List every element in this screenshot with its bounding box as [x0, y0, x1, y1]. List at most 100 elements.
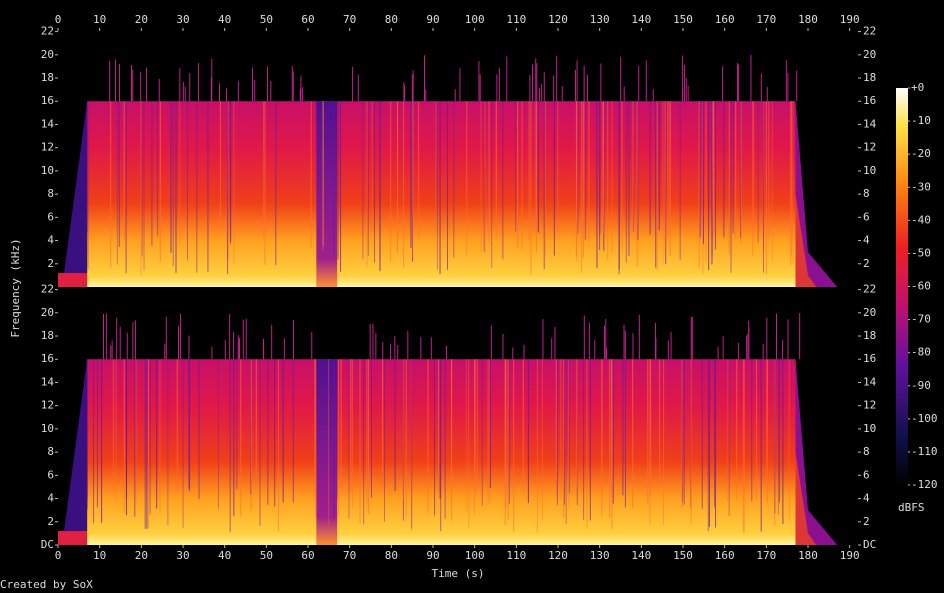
y-tick-label: 22 — [41, 25, 54, 38]
y-tick-label-right: 14 — [863, 375, 877, 388]
x-tick-label: 150 — [673, 549, 693, 562]
x-tick-label-top: 160 — [715, 13, 735, 26]
x-tick-label-top: 180 — [798, 13, 818, 26]
spectrum-body — [87, 359, 796, 545]
x-tick-label-top: 120 — [548, 13, 568, 26]
y-tick-label: 10 — [41, 422, 54, 435]
spectrum-tail — [795, 359, 838, 545]
x-tick-label: 180 — [798, 549, 818, 562]
y-tick-label-right: 16 — [863, 94, 876, 107]
x-tick-label: 20 — [135, 549, 148, 562]
x-tick-label-top: 100 — [465, 13, 485, 26]
colorbar-tick-label: -120 — [911, 478, 938, 491]
x-tick-label-top: 70 — [343, 13, 356, 26]
y-tick-label-right: 12 — [863, 399, 876, 412]
x-tick-label-top: 190 — [840, 13, 860, 26]
y-tick-label-right: 18 — [863, 71, 876, 84]
colorbar-label: dBFS — [898, 501, 925, 514]
colorbar-tick-label: -60 — [911, 280, 931, 293]
x-tick-label-top: 90 — [426, 13, 439, 26]
y-tick-label: 18 — [41, 71, 54, 84]
y-tick-label: 18 — [41, 329, 54, 342]
colorbar-tick-label: -40 — [911, 213, 931, 226]
y-tick-label-right: 22 — [863, 283, 876, 296]
x-tick-label: 30 — [176, 549, 189, 562]
x-tick-label-top: 130 — [590, 13, 610, 26]
y-tick-label-right: 16 — [863, 352, 876, 365]
x-tick-label: 40 — [218, 549, 231, 562]
x-tick-label: 80 — [385, 549, 398, 562]
colorbar-tick-label: -10 — [911, 114, 931, 127]
x-tick-label: 120 — [548, 549, 568, 562]
colorbar-tick-label: -90 — [911, 379, 931, 392]
y-tick-label-right: 18 — [863, 329, 876, 342]
y-tick-label: 2 — [47, 257, 54, 270]
x-tick-label: 90 — [426, 549, 439, 562]
x-tick-label-top: 50 — [260, 13, 273, 26]
y-tick-label-right: 2 — [863, 257, 870, 270]
x-tick-label: 140 — [631, 549, 651, 562]
y-tick-label: 4 — [47, 492, 54, 505]
y-tick-label-right: 6 — [863, 468, 870, 481]
y-tick-label-right: 10 — [863, 164, 876, 177]
y-tick-label-right: 2 — [863, 515, 870, 528]
colorbar-tick-label: -100 — [911, 412, 938, 425]
colorbar — [896, 88, 908, 485]
x-axis-label: Time (s) — [432, 567, 485, 580]
y-tick-label: 4 — [47, 234, 54, 247]
x-tick-label-top: 80 — [385, 13, 398, 26]
y-tick-label: 10 — [41, 164, 54, 177]
spectrum-tail — [795, 101, 838, 288]
y-tick-label: 8 — [47, 187, 54, 200]
colorbar-tick-label: -110 — [911, 445, 938, 458]
y-tick-label-right: 4 — [863, 234, 870, 247]
spectrum-low — [58, 531, 88, 545]
footer: Created by SoX — [0, 578, 93, 591]
y-tick-label: 2 — [47, 515, 54, 528]
colorbar-tick-label: -80 — [911, 346, 931, 359]
y-tick-label-right: DC — [863, 538, 876, 551]
x-tick-label-top: 40 — [218, 13, 231, 26]
y-tick-label: 8 — [47, 445, 54, 458]
spectrum-gap — [316, 359, 338, 545]
y-tick-label: 16 — [41, 94, 54, 107]
y-tick-label-right: 22 — [863, 25, 876, 38]
x-tick-label-top: 20 — [135, 13, 148, 26]
colorbar-tick-label: +0 — [911, 81, 924, 94]
y-tick-label: 22 — [41, 283, 54, 296]
colorbar-tick-label: -30 — [911, 180, 931, 193]
spectrum-lead — [62, 359, 88, 545]
x-tick-label-top: 140 — [631, 13, 651, 26]
x-tick-label: 60 — [301, 549, 314, 562]
x-tick-label-top: 10 — [93, 13, 106, 26]
y-tick-label: DC — [41, 538, 54, 551]
spectrum-low — [58, 273, 88, 287]
x-tick-label: 110 — [506, 549, 526, 562]
y-tick-label: 20 — [41, 48, 54, 61]
y-tick-label-right: 8 — [863, 445, 870, 458]
y-tick-label: 12 — [41, 399, 54, 412]
x-tick-label: 10 — [93, 549, 106, 562]
spectrum-lead — [62, 101, 88, 288]
x-tick-label: 50 — [260, 549, 273, 562]
spectrum-tail-hot — [795, 194, 817, 287]
x-tick-label-top: 110 — [506, 13, 526, 26]
y-tick-label-right: 10 — [863, 422, 876, 435]
y-tick-label-right: 8 — [863, 187, 870, 200]
y-tick-label-right: 4 — [863, 492, 870, 505]
y-tick-label: 6 — [47, 210, 54, 223]
y-tick-label: 12 — [41, 141, 54, 154]
x-tick-label-top: 150 — [673, 13, 693, 26]
y-tick-label-right: 14 — [863, 117, 877, 130]
y-tick-label: 16 — [41, 352, 54, 365]
x-tick-label: 190 — [840, 549, 860, 562]
y-tick-label: 14 — [41, 117, 55, 130]
x-tick-label: 0 — [55, 549, 62, 562]
colorbar-tick-label: -70 — [911, 313, 931, 326]
spectrum-tail-hot — [795, 452, 817, 545]
x-tick-label: 160 — [715, 549, 735, 562]
x-tick-label-top: 30 — [176, 13, 189, 26]
spectrum-gap — [316, 101, 338, 288]
